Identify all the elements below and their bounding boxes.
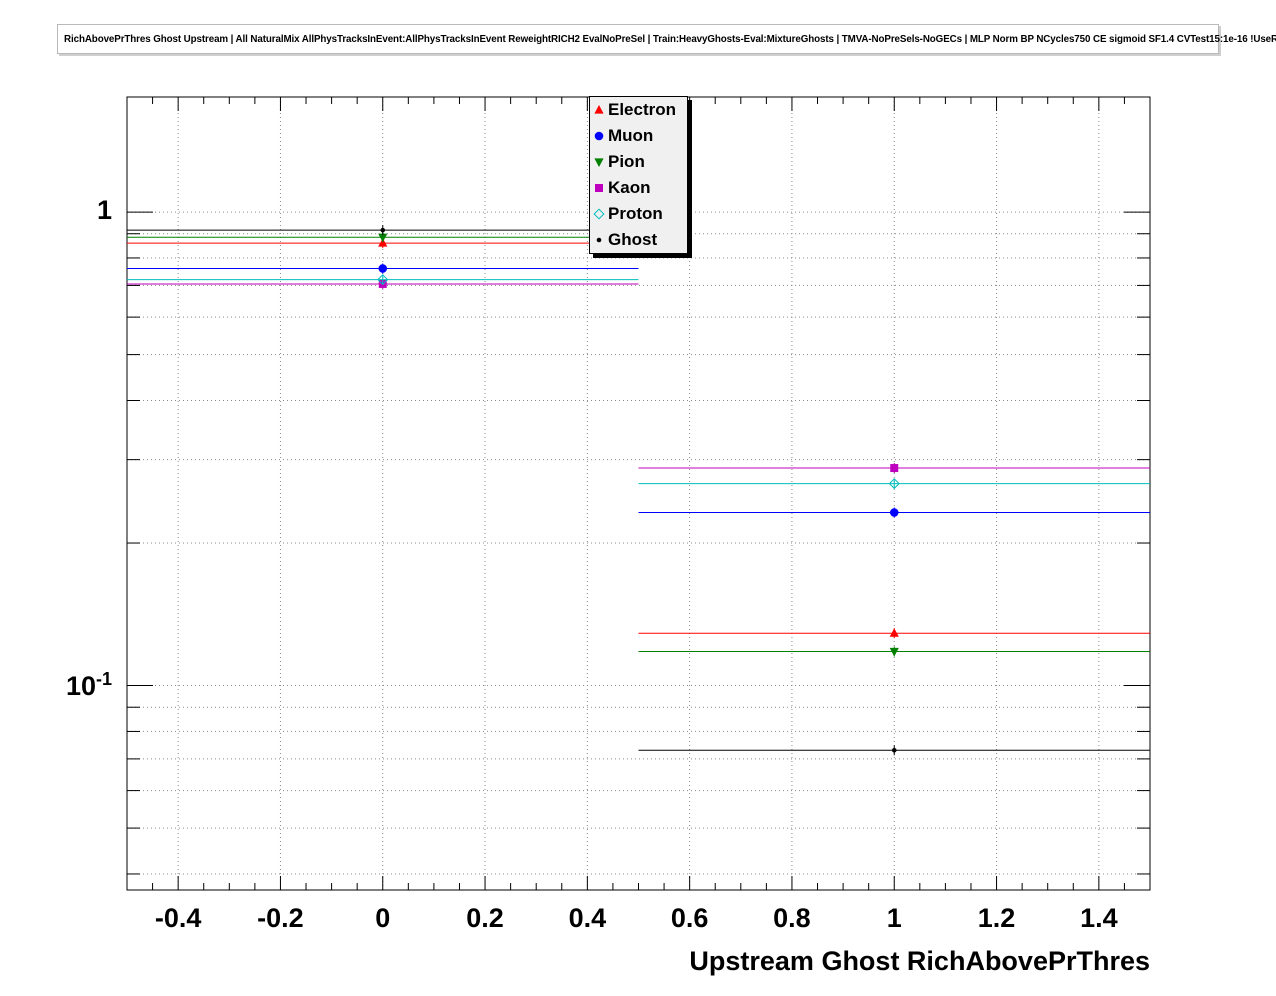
pion-marker-icon [594, 158, 604, 167]
x-tick-label: 1 [886, 903, 902, 933]
plot-title: RichAbovePrThres Ghost Upstream | All Na… [64, 33, 1276, 45]
y-tick-label: 10-1 [65, 668, 112, 701]
legend-label: Kaon [608, 178, 651, 197]
plot-title-box: RichAbovePrThres Ghost Upstream | All Na… [57, 24, 1276, 54]
x-tick-label: 0.6 [670, 903, 709, 933]
x-axis-title: Upstream Ghost RichAbovePrThres [689, 946, 1150, 976]
legend-item-pion: Pion [590, 149, 687, 175]
legend: Electron Muon Pion Kaon Proton Ghost [589, 96, 688, 254]
legend-label: Proton [608, 204, 663, 223]
x-tick-label: -0.2 [257, 903, 304, 933]
x-tick-label: 0.8 [773, 903, 811, 933]
x-tick-label: 1.2 [977, 903, 1016, 933]
legend-item-muon: Muon [590, 123, 687, 149]
electron-marker-icon [594, 105, 604, 114]
legend-item-ghost: Ghost [590, 227, 687, 253]
legend-label: Pion [608, 152, 645, 171]
proton-marker-icon [593, 208, 605, 220]
legend-label: Electron [608, 100, 677, 119]
legend-label: Muon [608, 126, 654, 145]
x-tick-label: 1.4 [1080, 903, 1118, 933]
kaon-marker-icon [595, 184, 603, 192]
legend-item-kaon: Kaon [590, 175, 687, 201]
x-tick-label: 0.2 [466, 903, 504, 933]
y-tick-label: 1 [96, 195, 112, 226]
legend-label: Ghost [608, 230, 658, 249]
legend-item-electron: Electron [590, 97, 687, 123]
ghost-marker-icon [596, 237, 602, 243]
legend-item-proton: Proton [590, 201, 687, 227]
muon-marker-icon [594, 131, 604, 141]
x-tick-label: 0 [375, 903, 391, 933]
x-tick-label: -0.4 [154, 903, 202, 933]
x-tick-label: 0.4 [568, 903, 607, 933]
